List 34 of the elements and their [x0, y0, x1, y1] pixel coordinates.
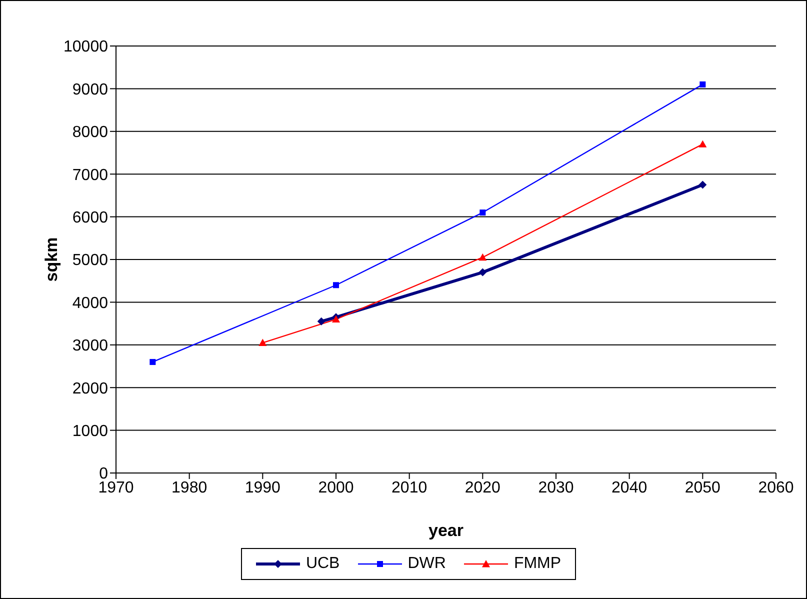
point: [480, 210, 486, 216]
x-tick-label: 2010: [392, 479, 428, 496]
legend-label: FMMP: [514, 555, 562, 573]
point: [698, 140, 707, 148]
y-tick-label: 4000: [72, 294, 108, 312]
x-tick-label: 1980: [172, 479, 208, 496]
y-axis-title: sqkm: [42, 237, 62, 282]
x-tick-label: 2050: [684, 479, 721, 496]
y-tick-label: 3000: [72, 338, 108, 355]
y-tick-label: 1000: [72, 422, 108, 440]
point: [698, 180, 707, 189]
y-tick-label: 10000: [64, 38, 108, 56]
x-tick-label: 2030: [538, 479, 574, 496]
x-tick-label: 2060: [758, 479, 794, 496]
point: [478, 268, 487, 276]
y-tick-label: 2000: [72, 380, 108, 398]
y-tick-label: 5000: [72, 252, 108, 270]
y-tick-label: 6000: [72, 209, 108, 226]
y-tick-label: 8000: [72, 124, 108, 142]
point: [258, 338, 267, 346]
legend-label: DWR: [408, 555, 446, 573]
x-tick-label: 1990: [244, 479, 281, 496]
x-tick-label: 2000: [318, 479, 354, 496]
y-tick-label: 9000: [72, 81, 108, 98]
x-tick-label: 2040: [612, 479, 648, 496]
point: [333, 282, 339, 288]
x-tick-label: 2020: [464, 479, 501, 496]
point: [478, 253, 487, 261]
point: [317, 317, 326, 326]
x-axis-title: year: [428, 521, 464, 540]
point: [150, 358, 156, 365]
y-tick-label: 7000: [72, 166, 108, 184]
legend-label: UCB: [306, 555, 340, 573]
point: [700, 81, 706, 88]
